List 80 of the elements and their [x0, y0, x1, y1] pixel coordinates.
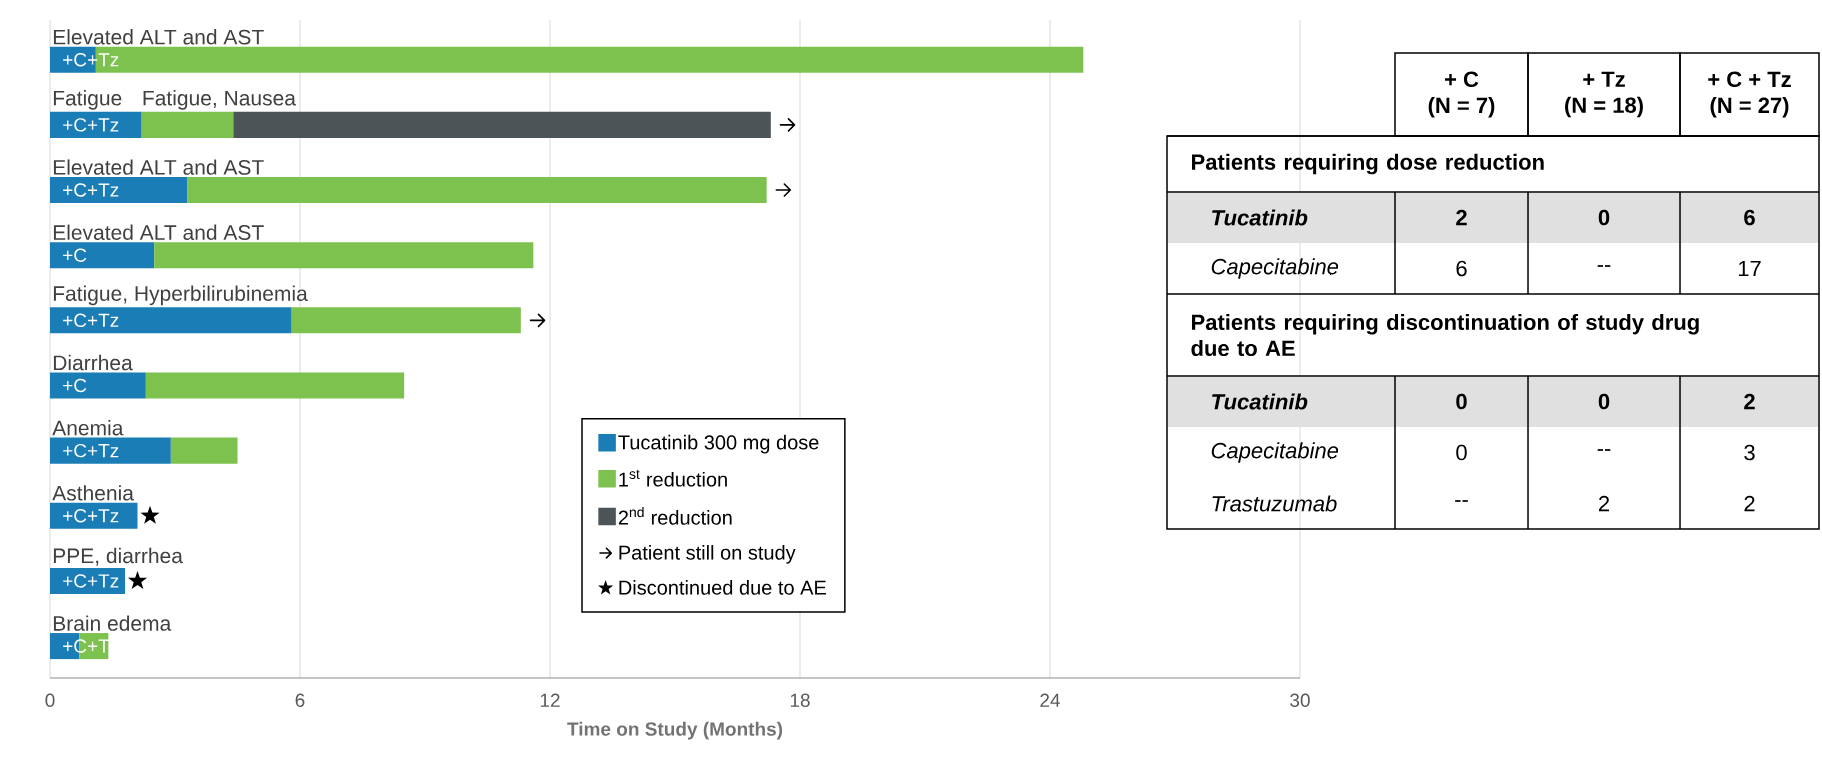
legend-label: 1$^{st}$ reduction	[619, 469, 727, 487]
category-label: Elevated ALT and AST	[53, 159, 264, 175]
x-tick-label: 30	[1290, 693, 1310, 707]
category-label: Fatigue	[53, 90, 122, 110]
bar	[187, 177, 767, 204]
text: 2	[1599, 495, 1610, 512]
x-tick-label: 6	[295, 693, 305, 707]
category-label: Brain edema	[53, 615, 172, 631]
data-label: Fatigue, Nausea	[143, 90, 296, 110]
text: 0	[1598, 209, 1610, 226]
point	[775, 183, 792, 197]
legend-label: Patient still on study	[619, 545, 796, 564]
bar	[141, 111, 234, 138]
bar	[145, 372, 405, 399]
text: 2	[1744, 495, 1755, 512]
category-label: Elevated ALT and AST	[53, 224, 264, 240]
x-tick-label: 18	[790, 693, 810, 707]
data-label: +C+Tz	[63, 509, 119, 523]
text: (N = 7)	[1428, 96, 1495, 118]
category-label: Trastuzumab	[1212, 495, 1337, 512]
text: 3	[1744, 444, 1755, 461]
bar	[170, 437, 238, 464]
point	[140, 505, 160, 524]
category-label: Patients requiring discontinuation of study drug due to AE	[1191, 313, 1699, 357]
x-axis-title: Time on Study (Months)	[567, 721, 783, 740]
bar	[50, 242, 155, 269]
data-label: +C+Tz	[63, 53, 119, 67]
bar	[50, 111, 142, 138]
category-label: Diarrhea	[53, 354, 133, 371]
data-label: +C+Tz	[63, 574, 119, 588]
data-label: +C+Tz	[63, 443, 119, 458]
data-label: +C+Tz	[63, 183, 119, 197]
bar	[50, 567, 126, 594]
text: 2	[1744, 393, 1755, 410]
text: --	[1597, 449, 1611, 451]
category-label: Elevated ALT and AST	[53, 29, 264, 45]
bar	[154, 242, 534, 269]
bar	[291, 307, 521, 334]
text: 6	[1456, 260, 1467, 277]
point	[128, 570, 148, 590]
category-label: Fatigue, Hyperbilirubinemia	[53, 285, 308, 306]
text: --	[1597, 265, 1611, 267]
text: 2	[1456, 209, 1467, 226]
bar	[50, 177, 188, 204]
bar	[233, 111, 771, 138]
bar	[50, 307, 292, 334]
text: (N = 27)	[1710, 96, 1789, 118]
category-label: Asthenia	[52, 485, 134, 501]
text: --	[1455, 500, 1468, 502]
category-label: Capecitabine	[1211, 442, 1339, 463]
x-tick-label: 24	[1040, 693, 1060, 707]
category-label: + C + Tz	[1708, 71, 1791, 88]
category-label: Tucatinib	[1212, 393, 1308, 410]
text: 6	[1744, 209, 1755, 226]
category-label: Anemia	[52, 420, 124, 436]
category-label: Tucatinib	[1212, 209, 1308, 226]
legend-label: Discontinued due to AE	[619, 580, 826, 595]
text: 0	[1456, 444, 1467, 461]
data-label: +C+Tz	[63, 313, 119, 328]
legend-label: 2$^{nd}$ reduction	[618, 506, 732, 525]
data-label: +C	[63, 378, 87, 393]
point	[529, 313, 546, 328]
category-label: + C	[1445, 71, 1479, 88]
point	[779, 118, 796, 132]
bar	[50, 437, 171, 464]
legend-label: Tucatinib 300 mg dose	[618, 434, 819, 454]
text: 0	[1598, 393, 1610, 410]
category-label: + Tz	[1583, 71, 1625, 87]
category-label: Capecitabine	[1211, 258, 1339, 279]
bar	[50, 372, 146, 399]
text: 0	[1456, 393, 1467, 410]
x-tick-label: 12	[540, 693, 560, 707]
text: (N = 18)	[1565, 96, 1643, 118]
x-tick-label: 0	[45, 693, 55, 707]
data-label: +C+Tz	[63, 118, 119, 132]
category-label: Patients requiring dose reduction	[1192, 153, 1544, 175]
data-label: +C	[63, 248, 87, 262]
bar	[50, 502, 138, 529]
category-label: PPE, diarrhea	[53, 547, 183, 566]
text: 17	[1738, 260, 1761, 277]
